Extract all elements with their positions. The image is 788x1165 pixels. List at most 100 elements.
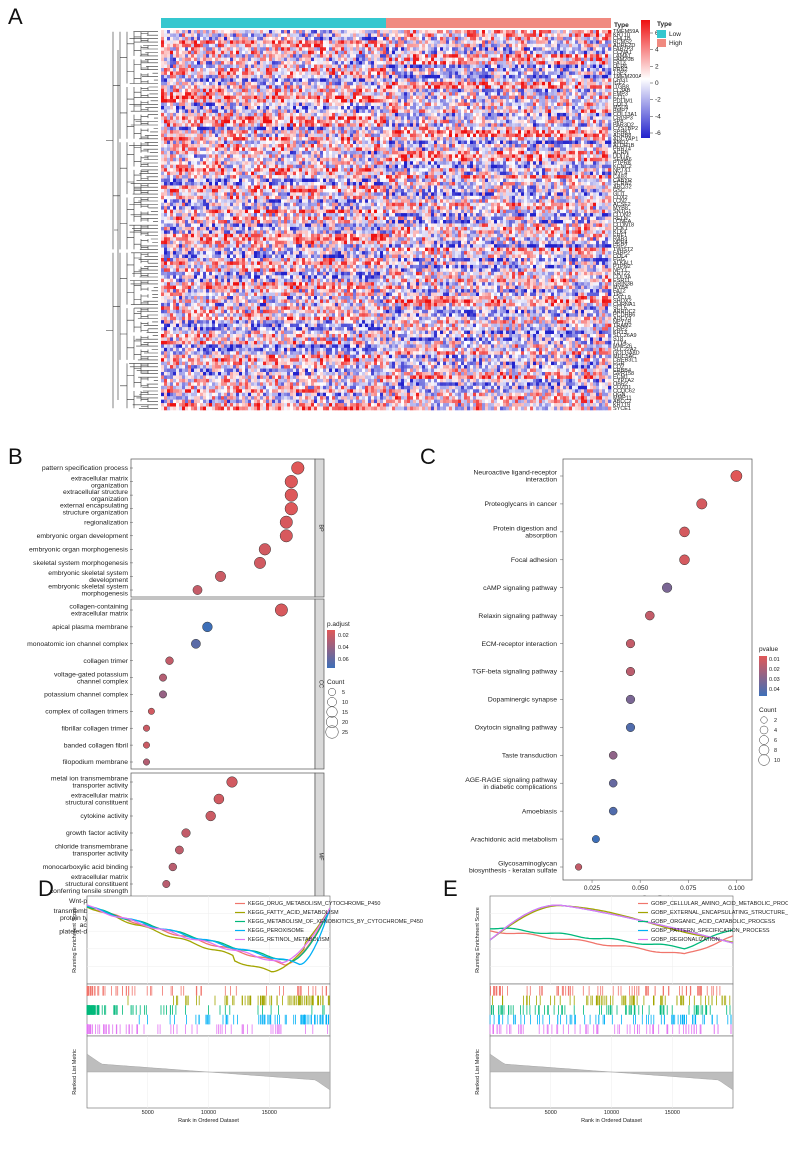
heatmap-cell [596, 126, 600, 131]
heatmap-cell [221, 40, 225, 45]
heatmap-cell [428, 61, 432, 65]
heatmap-cell [326, 33, 330, 38]
heatmap-cell [557, 123, 561, 128]
heatmap-cell [542, 33, 546, 38]
heatmap-cell [275, 92, 279, 96]
heatmap-cell [218, 140, 222, 145]
heatmap-cell [596, 61, 600, 65]
heatmap-cell [314, 78, 318, 83]
heatmap-cell [422, 81, 426, 86]
heatmap-cell [542, 130, 546, 134]
heatmap-cell [566, 123, 570, 128]
heatmap-cell [251, 144, 255, 148]
heatmap-cell [245, 95, 249, 100]
heatmap-cell [476, 40, 480, 45]
heatmap-cell [206, 92, 210, 96]
heatmap-cell [416, 74, 420, 79]
heatmap-cell [275, 40, 279, 45]
heatmap-cell [536, 36, 540, 41]
heatmap-cell [371, 68, 375, 72]
heatmap-cell [434, 74, 438, 79]
heatmap-cell [347, 78, 351, 83]
heatmap-cell [389, 99, 393, 103]
heatmap-cell [305, 47, 309, 52]
heatmap-cell [572, 106, 576, 110]
heatmap-cell [548, 88, 552, 93]
heatmap-cell [473, 85, 477, 90]
heatmap-cell [488, 64, 492, 69]
heatmap-cell [257, 102, 261, 107]
heatmap-cell [428, 40, 432, 45]
heatmap-cell [575, 95, 579, 100]
heatmap-cell [269, 30, 273, 34]
heatmap-cell [287, 99, 291, 103]
heatmap-cell [452, 81, 456, 86]
heatmap-cell [284, 140, 288, 145]
heatmap-cell [245, 133, 249, 138]
heatmap-cell [281, 43, 285, 48]
heatmap-cell [488, 54, 492, 58]
heatmap-cell [218, 137, 222, 141]
heatmap-cell [185, 112, 189, 117]
heatmap-cell [332, 57, 336, 62]
heatmap-cell [458, 116, 462, 121]
heatmap-cell [569, 133, 573, 138]
heatmap-cell [578, 137, 582, 141]
heatmap-cell [206, 126, 210, 131]
heatmap-cell [416, 88, 420, 93]
heatmap-cell [188, 74, 192, 79]
heatmap-cell [491, 126, 495, 131]
heatmap-cell [497, 133, 501, 138]
heatmap-cell [206, 40, 210, 45]
heatmap-cell [443, 74, 447, 79]
heatmap-cell [221, 71, 225, 76]
heatmap-cell [323, 78, 327, 83]
heatmap-cell [596, 74, 600, 79]
heatmap-cell [206, 102, 210, 107]
heatmap-cell [536, 95, 540, 100]
heatmap-cell [347, 57, 351, 62]
heatmap-cell [410, 50, 414, 55]
heatmap-cell [377, 40, 381, 45]
heatmap-cell [548, 81, 552, 86]
heatmap-cell [494, 130, 498, 134]
heatmap-cell [329, 54, 333, 58]
heatmap-cell [203, 74, 207, 79]
heatmap-cell [539, 140, 543, 145]
heatmap-cell [287, 102, 291, 107]
heatmap-cell [386, 71, 390, 76]
heatmap-cell [581, 68, 585, 72]
heatmap-cell [419, 99, 423, 103]
heatmap-cell [365, 74, 369, 79]
heatmap-cell [272, 74, 276, 79]
heatmap-cell [239, 78, 243, 83]
heatmap-cell [461, 126, 465, 131]
heatmap-cell [365, 123, 369, 128]
heatmap-cell [455, 61, 459, 65]
heatmap-cell [215, 123, 219, 128]
heatmap-cell [302, 95, 306, 100]
heatmap-cell [530, 40, 534, 45]
heatmap-cell [308, 116, 312, 121]
heatmap-cell [593, 50, 597, 55]
heatmap-cell [194, 137, 198, 141]
heatmap-cell [287, 78, 291, 83]
heatmap-cell [284, 57, 288, 62]
heatmap-cell [260, 133, 264, 138]
heatmap-cell [227, 68, 231, 72]
heatmap-cell [557, 33, 561, 38]
heatmap-cell [407, 119, 411, 124]
heatmap-cell [164, 116, 168, 121]
heatmap-cell [455, 54, 459, 58]
heatmap-cell [299, 88, 303, 93]
heatmap-cell [332, 33, 336, 38]
heatmap-cell [251, 116, 255, 121]
heatmap-cell [398, 88, 402, 93]
heatmap-cell [377, 133, 381, 138]
heatmap-cell [263, 54, 267, 58]
heatmap-cell [476, 61, 480, 65]
heatmap-cell [182, 116, 186, 121]
heatmap-cell [461, 81, 465, 86]
heatmap-cell [281, 74, 285, 79]
heatmap-cell [359, 85, 363, 90]
